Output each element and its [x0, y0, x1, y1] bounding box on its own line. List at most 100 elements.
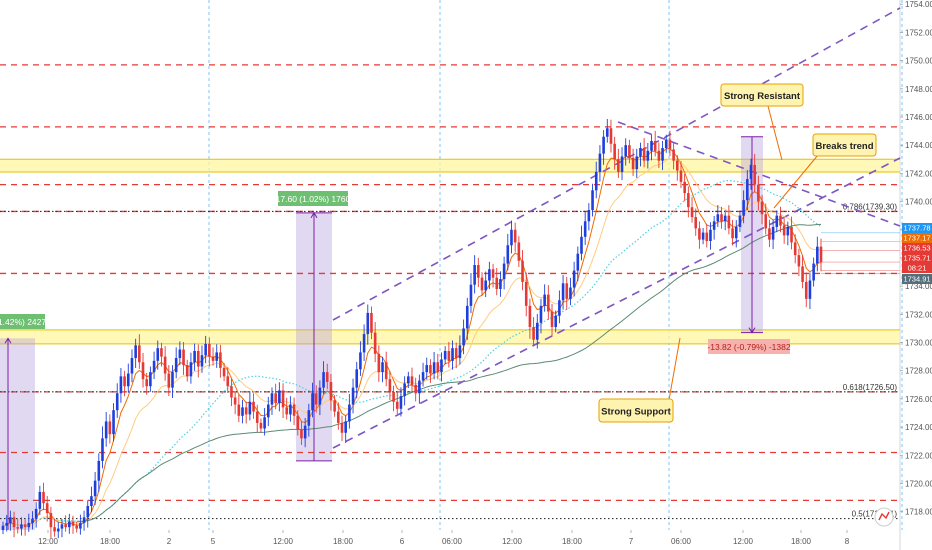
candle-body[interactable]	[495, 277, 499, 289]
candle-body[interactable]	[49, 513, 53, 528]
candle-body[interactable]	[56, 528, 60, 532]
candle-body[interactable]	[149, 372, 152, 387]
candle-body[interactable]	[609, 128, 613, 144]
candle-body[interactable]	[97, 460, 101, 481]
candle-body[interactable]	[746, 179, 749, 201]
candle-body[interactable]	[53, 527, 56, 532]
candle-body[interactable]	[230, 386, 233, 398]
candle-body[interactable]	[517, 242, 521, 261]
candle-body[interactable]	[1, 525, 5, 530]
candle-body[interactable]	[561, 283, 565, 301]
candle-body[interactable]	[631, 157, 635, 170]
candle-body[interactable]	[782, 225, 786, 236]
candle-body[interactable]	[241, 407, 244, 416]
candle-body[interactable]	[82, 517, 86, 523]
candle-body[interactable]	[189, 362, 193, 377]
candle-body[interactable]	[255, 411, 259, 423]
candle-body[interactable]	[45, 503, 49, 514]
candle-body[interactable]	[469, 284, 473, 306]
candle-body[interactable]	[594, 171, 598, 191]
candle-body[interactable]	[491, 269, 495, 278]
annotation-strong-support[interactable]: Strong Support	[598, 337, 681, 423]
zone-band[interactable]	[0, 329, 900, 344]
candle-body[interactable]	[303, 425, 307, 439]
candle-body[interactable]	[34, 508, 38, 519]
candle-body[interactable]	[75, 525, 78, 529]
candle-body[interactable]	[237, 404, 241, 416]
candle-body[interactable]	[679, 170, 683, 182]
candle-body[interactable]	[572, 270, 576, 288]
candle-body[interactable]	[454, 348, 458, 359]
candle-body[interactable]	[31, 518, 34, 523]
candle-body[interactable]	[248, 401, 252, 415]
candle-body[interactable]	[414, 384, 417, 394]
candle-body[interactable]	[123, 376, 126, 387]
candle-body[interactable]	[690, 207, 694, 218]
candle-body[interactable]	[355, 369, 359, 388]
candle-body[interactable]	[9, 517, 12, 523]
candle-body[interactable]	[510, 229, 513, 246]
candle-body[interactable]	[79, 522, 82, 529]
candle-body[interactable]	[705, 232, 709, 242]
candle-body[interactable]	[779, 215, 782, 226]
candle-body[interactable]	[208, 343, 211, 357]
candle-body[interactable]	[182, 349, 185, 366]
candle-body[interactable]	[403, 383, 406, 397]
candle-body[interactable]	[664, 139, 668, 149]
candle-body[interactable]	[27, 522, 31, 528]
candle-body[interactable]	[635, 156, 639, 170]
candle-body[interactable]	[598, 153, 602, 172]
candle-body[interactable]	[701, 232, 705, 240]
channel-upper-line[interactable]	[332, 7, 901, 321]
candle-body[interactable]	[513, 229, 517, 243]
candle-body[interactable]	[329, 381, 333, 401]
candle-body[interactable]	[801, 266, 804, 282]
moving-average-line[interactable]	[39, 179, 822, 523]
candle-body[interactable]	[775, 215, 779, 227]
candle-body[interactable]	[462, 328, 465, 346]
candle-body[interactable]	[790, 226, 793, 243]
candle-body[interactable]	[410, 376, 414, 385]
candle-body[interactable]	[602, 136, 605, 154]
candle-body[interactable]	[359, 352, 362, 370]
candle-body[interactable]	[226, 376, 230, 387]
candle-body[interactable]	[443, 350, 447, 360]
candle-body[interactable]	[694, 217, 698, 229]
candle-body[interactable]	[764, 214, 768, 229]
candle-body[interactable]	[768, 228, 771, 240]
candle-body[interactable]	[171, 372, 174, 388]
candle-body[interactable]	[521, 260, 524, 282]
candle-body[interactable]	[506, 245, 510, 264]
candle-body[interactable]	[613, 143, 616, 160]
candle-body[interactable]	[215, 352, 219, 361]
candle-body[interactable]	[259, 422, 263, 429]
candle-body[interactable]	[668, 139, 672, 150]
candle-body[interactable]	[93, 480, 97, 497]
candle-body[interactable]	[657, 150, 661, 161]
candle-body[interactable]	[325, 372, 329, 382]
candle-body[interactable]	[381, 362, 384, 373]
candle-body[interactable]	[480, 277, 484, 291]
candle-body[interactable]	[620, 156, 624, 172]
candle-body[interactable]	[270, 393, 274, 405]
annotation-strong-resistant[interactable]: Strong Resistant	[720, 83, 804, 161]
candle-body[interactable]	[196, 350, 200, 367]
candle-body[interactable]	[193, 350, 196, 363]
candle-body[interactable]	[104, 421, 108, 439]
candle-body[interactable]	[42, 491, 45, 504]
candle-body[interactable]	[734, 226, 738, 239]
candle-body[interactable]	[425, 365, 429, 373]
candle-body[interactable]	[760, 201, 764, 215]
candle-body[interactable]	[543, 294, 546, 306]
candle-body[interactable]	[64, 524, 67, 528]
candle-body[interactable]	[786, 226, 790, 236]
candle-body[interactable]	[311, 393, 314, 411]
candle-body[interactable]	[753, 164, 756, 185]
candle-body[interactable]	[672, 149, 675, 161]
candle-body[interactable]	[502, 263, 506, 280]
candle-body[interactable]	[204, 343, 207, 356]
candle-body[interactable]	[797, 255, 801, 267]
candle-body[interactable]	[138, 345, 141, 363]
candle-body[interactable]	[348, 404, 351, 422]
